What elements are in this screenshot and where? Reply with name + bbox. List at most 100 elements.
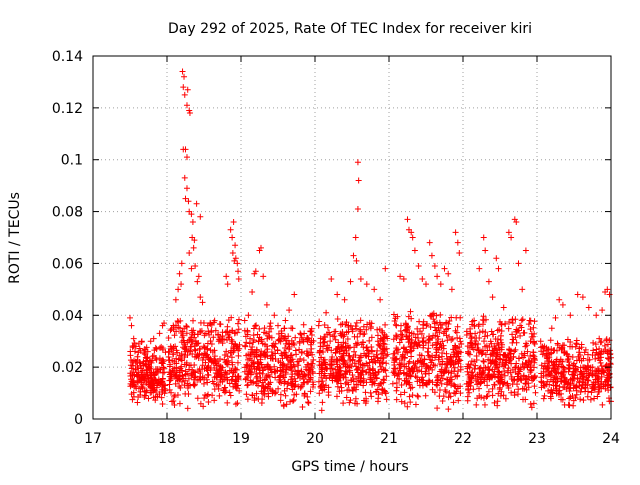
roti-point <box>405 360 412 367</box>
roti-point <box>183 154 190 161</box>
roti-point <box>305 352 312 359</box>
roti-point <box>565 381 572 388</box>
roti-point <box>560 384 567 391</box>
roti-point <box>580 397 587 404</box>
roti-point <box>297 330 304 337</box>
roti-point <box>340 343 347 350</box>
roti-point <box>586 372 593 379</box>
roti-point <box>576 378 583 385</box>
roti-point <box>253 347 260 354</box>
roti-point <box>205 391 212 398</box>
roti-point <box>275 336 282 343</box>
roti-point <box>320 381 327 388</box>
roti-point <box>389 380 396 387</box>
roti-point <box>434 340 441 347</box>
roti-point <box>376 342 383 349</box>
roti-point <box>315 322 322 329</box>
roti-point <box>231 365 238 372</box>
roti-point <box>493 360 500 367</box>
roti-point <box>359 368 366 375</box>
roti-point <box>292 378 299 385</box>
roti-point <box>485 388 492 395</box>
roti-point <box>510 353 517 360</box>
roti-point <box>489 294 496 301</box>
roti-point <box>268 348 275 355</box>
roti-point <box>510 377 517 384</box>
roti-point <box>328 275 335 282</box>
roti-point <box>250 332 257 339</box>
roti-point <box>452 229 459 236</box>
roti-point <box>435 376 442 383</box>
roti-point <box>157 379 164 386</box>
roti-point <box>363 326 370 333</box>
roti-point <box>251 395 258 402</box>
roti-point <box>261 349 268 356</box>
roti-point <box>507 350 514 357</box>
roti-point <box>253 353 260 360</box>
roti-point <box>249 344 256 351</box>
roti-point <box>321 386 328 393</box>
roti-point <box>185 375 192 382</box>
roti-point <box>246 340 253 347</box>
roti-point <box>267 355 274 362</box>
roti-point <box>425 337 432 344</box>
roti-point <box>532 389 539 396</box>
roti-point <box>550 367 557 374</box>
roti-point <box>173 360 180 367</box>
roti-point <box>415 393 422 400</box>
roti-point <box>452 345 459 352</box>
roti-point <box>518 324 525 331</box>
roti-point <box>483 393 490 400</box>
roti-point <box>374 355 381 362</box>
roti-point <box>500 392 507 399</box>
roti-point <box>525 357 532 364</box>
roti-point <box>367 325 374 332</box>
roti-point <box>458 340 465 347</box>
roti-point <box>306 366 313 373</box>
roti-point <box>153 345 160 352</box>
roti-point <box>558 390 565 397</box>
roti-point <box>193 200 200 207</box>
roti-point <box>377 355 384 362</box>
roti-point <box>217 363 224 370</box>
roti-point <box>379 336 386 343</box>
roti-point <box>590 339 597 346</box>
y-tick-label: 0.02 <box>52 360 83 376</box>
roti-point <box>581 349 588 356</box>
roti-point <box>446 333 453 340</box>
roti-point <box>599 307 606 314</box>
roti-point <box>183 346 190 353</box>
roti-point <box>393 322 400 329</box>
roti-point <box>178 260 185 267</box>
roti-point <box>465 386 472 393</box>
roti-point <box>154 369 161 376</box>
roti-point <box>234 320 241 327</box>
roti-point <box>573 341 580 348</box>
roti-point <box>504 380 511 387</box>
roti-point <box>529 333 536 340</box>
roti-point <box>172 296 179 303</box>
roti-point <box>561 374 568 381</box>
roti-point <box>154 393 161 400</box>
roti-point <box>145 362 152 369</box>
roti-point <box>435 336 442 343</box>
roti-point <box>590 347 597 354</box>
roti-point <box>216 392 223 399</box>
roti-point <box>224 399 231 406</box>
roti-point <box>318 362 325 369</box>
roti-point <box>276 336 283 343</box>
roti-point <box>540 395 547 402</box>
roti-point <box>528 404 535 411</box>
roti-point <box>355 364 362 371</box>
roti-point <box>436 387 443 394</box>
chart-title: Day 292 of 2025, Rate Of TEC Index for r… <box>168 21 532 37</box>
roti-point <box>437 325 444 332</box>
roti-point <box>467 325 474 332</box>
roti-point <box>171 332 178 339</box>
roti-point <box>408 315 415 322</box>
roti-point <box>527 366 534 373</box>
roti-point <box>527 352 534 359</box>
roti-point <box>363 360 370 367</box>
roti-point <box>377 343 384 350</box>
roti-point <box>235 268 242 275</box>
